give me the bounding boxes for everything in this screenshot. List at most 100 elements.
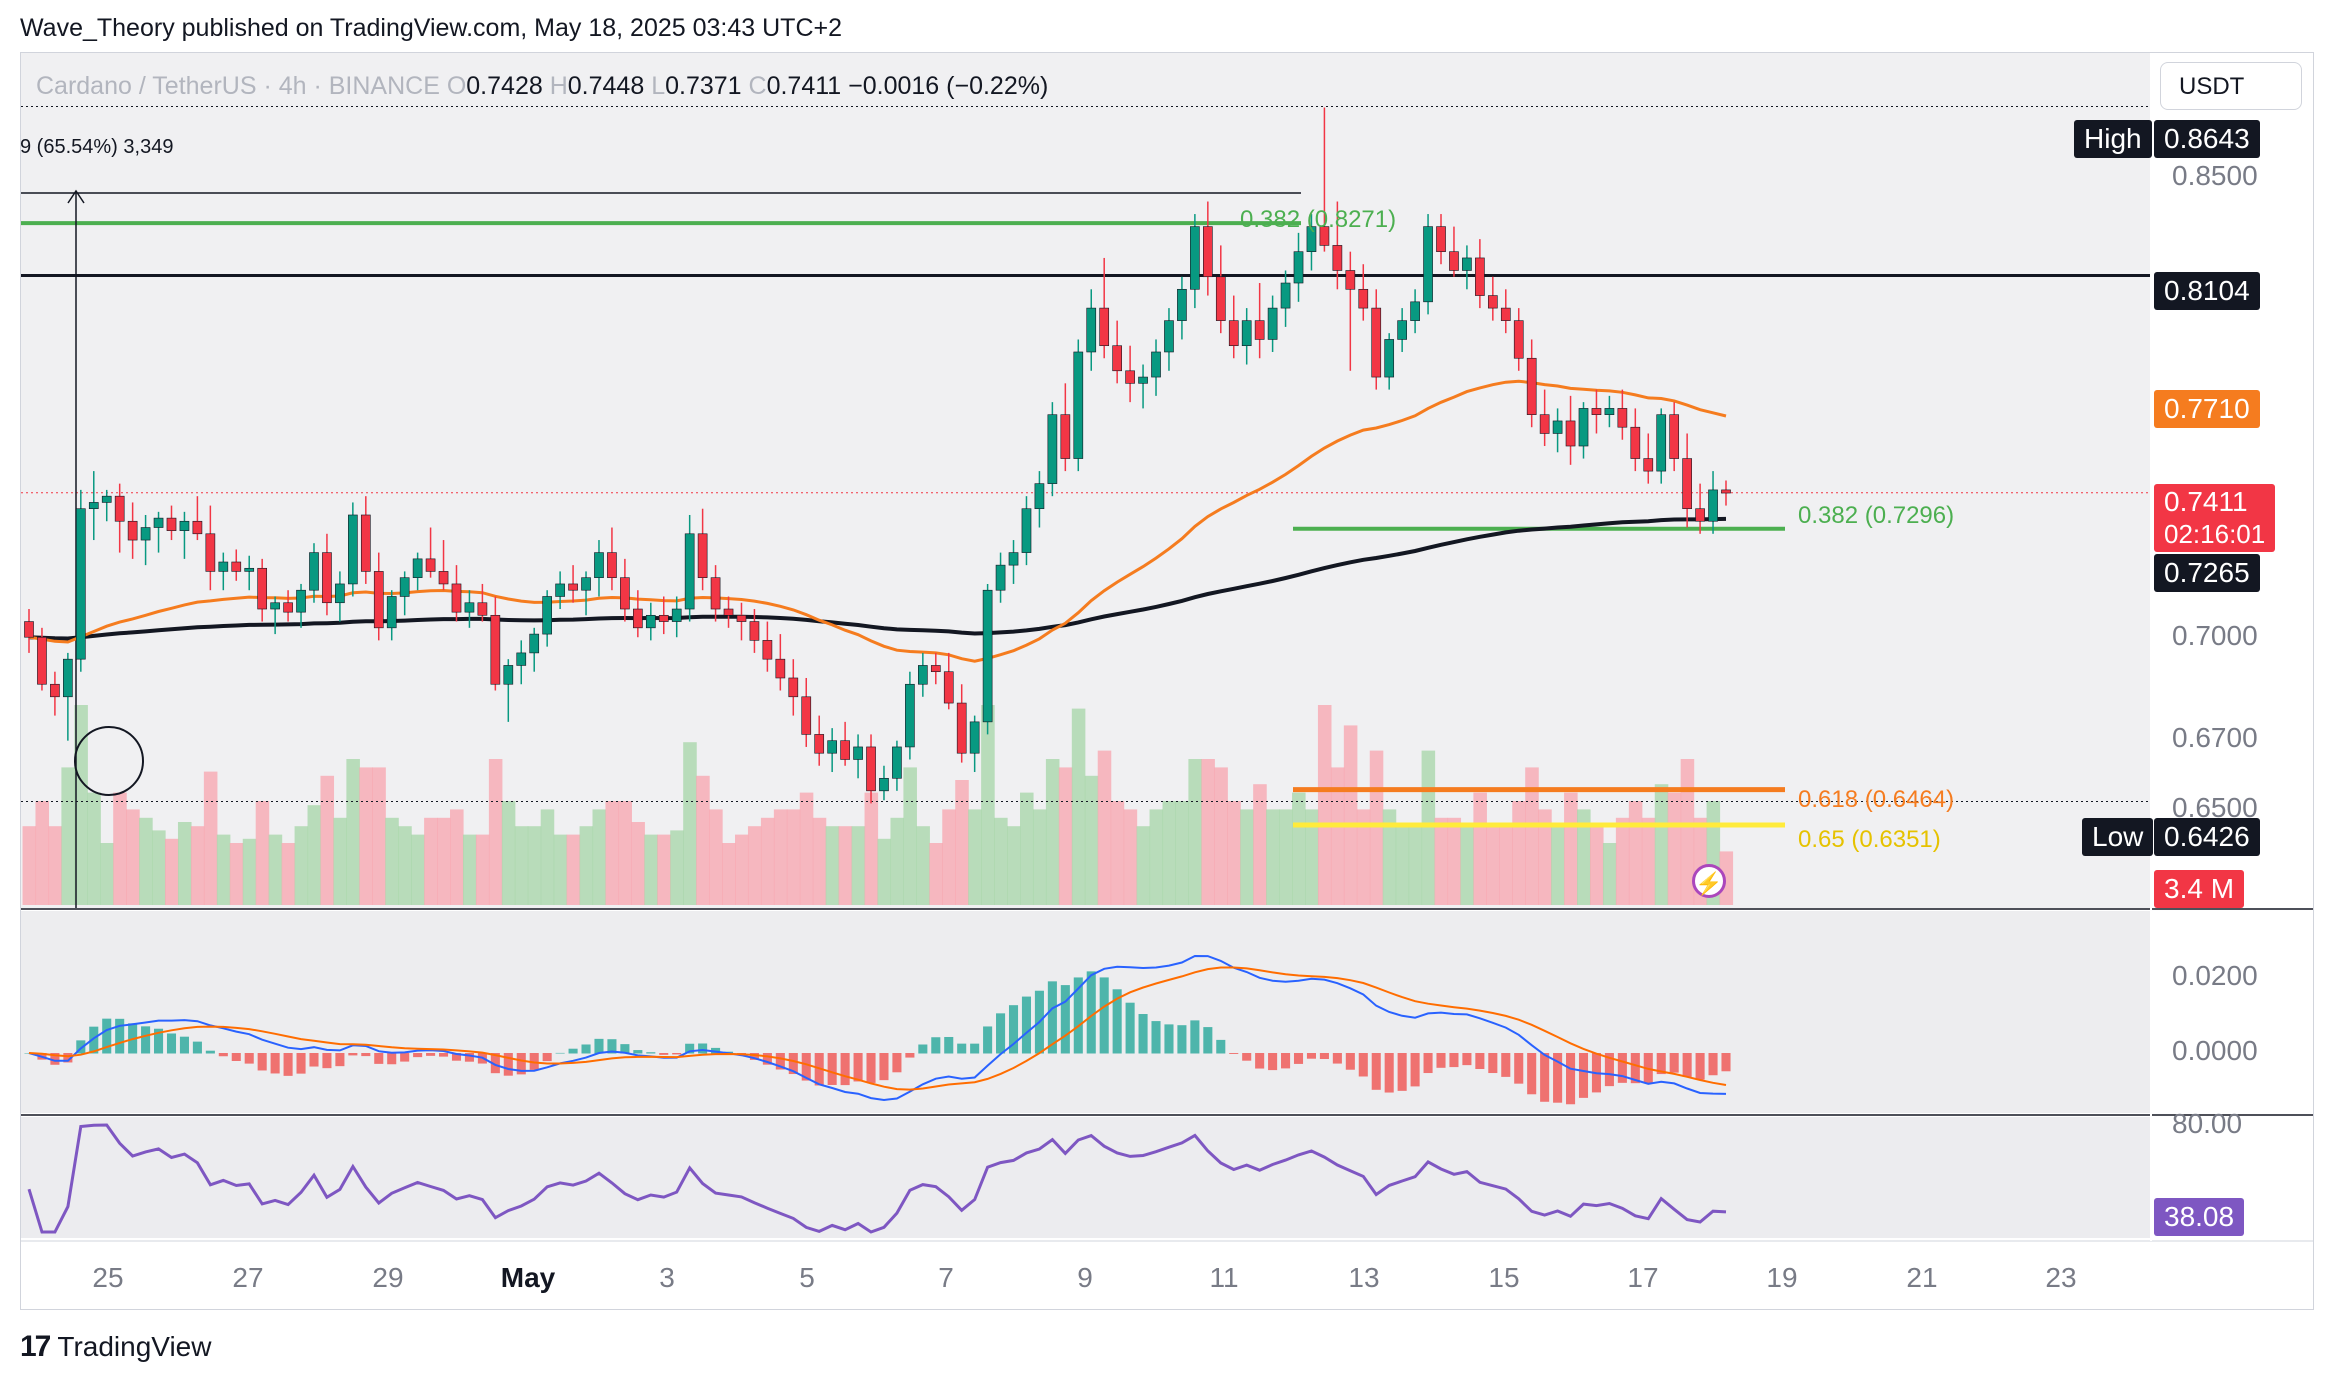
volume-bar (1188, 759, 1202, 905)
macd-histogram-bar (1293, 1053, 1304, 1064)
macd-histogram-bar (1721, 1053, 1731, 1072)
chart-canvas[interactable] (21, 53, 2313, 1309)
tradingview-footer[interactable]: 17 TradingView (20, 1330, 211, 1364)
volume-bar (657, 834, 671, 905)
candle-body (1202, 226, 1213, 278)
macd-histogram-bar (581, 1044, 591, 1054)
macd-histogram-bar (1099, 977, 1109, 1054)
volume-bar (424, 817, 438, 905)
macd-histogram-bar (102, 1018, 112, 1054)
macd-histogram-bar (244, 1053, 254, 1064)
volume-bar (320, 775, 335, 905)
candle-body (1241, 320, 1252, 347)
macd-histogram-bar (1410, 1053, 1420, 1087)
macd-histogram-bar (1306, 1053, 1316, 1059)
macd-histogram-bar (1073, 977, 1083, 1054)
low-tag-label: Low (2082, 818, 2154, 856)
macd-histogram-bar (1060, 985, 1070, 1054)
macd-histogram-bar (1553, 1053, 1563, 1103)
macd-histogram-bar (516, 1053, 526, 1075)
low-label: L (651, 72, 666, 100)
volume-bar (1512, 801, 1526, 905)
macd-histogram-bar (1669, 1053, 1679, 1073)
high-tag-label: High (2074, 120, 2152, 158)
high-tag-value: 0.8643 (2154, 120, 2260, 158)
candle-body (516, 652, 527, 666)
macd-histogram-bar (361, 1053, 371, 1057)
macd-histogram-bar (1617, 1053, 1627, 1083)
volume-bar (579, 826, 594, 905)
volume-bar (1667, 792, 1682, 905)
candle-body (879, 777, 889, 792)
bar-countdown: 02:16:01 (2164, 519, 2266, 549)
macd-histogram-bar (957, 1043, 967, 1054)
volume-bar (1227, 801, 1241, 905)
volume-bar (877, 838, 892, 905)
candle-body (1047, 414, 1058, 484)
ema-short-tag: 0.7710 (2154, 390, 2260, 428)
candle-body (568, 583, 578, 591)
volume-bar (1641, 817, 1656, 905)
volume-bar (838, 826, 853, 905)
candle-body (37, 636, 47, 685)
currency-button[interactable]: USDT (2160, 62, 2302, 110)
volume-bar (670, 830, 684, 905)
candle-body (1526, 357, 1537, 415)
ema-long-tag: 0.7265 (2154, 554, 2260, 592)
volume-bar (1110, 801, 1125, 905)
candle-body (1487, 295, 1498, 309)
macd-histogram-bar (1578, 1053, 1589, 1098)
volume-tag: 3.4 M (2154, 870, 2245, 908)
macd-histogram-bar (464, 1053, 474, 1062)
volume-bar (501, 801, 516, 905)
macd-pane-bg (21, 911, 2151, 1113)
macd-histogram-bar (1630, 1053, 1640, 1084)
candle-body (1669, 414, 1680, 459)
volume-bar (1201, 759, 1215, 905)
volume-bar (1447, 817, 1462, 905)
macd-histogram-bar (154, 1028, 164, 1054)
macd-histogram-bar (166, 1033, 177, 1054)
candle-body (1397, 320, 1407, 340)
tradingview-logo-icon: 17 (20, 1330, 51, 1363)
candle-body (386, 596, 397, 629)
volume-bar (1369, 750, 1384, 905)
candle-body (840, 740, 850, 760)
time-axis-label: 19 (1766, 1262, 1798, 1293)
macd-histogram-bar (1255, 1053, 1265, 1069)
volume-bar (1577, 809, 1591, 905)
candle-body (1591, 408, 1602, 415)
candle-body (1708, 489, 1718, 522)
macd-histogram-bar (1151, 1021, 1161, 1054)
volume-bar (87, 792, 101, 905)
macd-histogram-bar (931, 1037, 941, 1054)
volume-bar (942, 809, 956, 905)
volume-bar (605, 801, 620, 905)
volume-bar (1499, 826, 1513, 905)
candle-body (179, 520, 190, 531)
candle-body (1112, 345, 1122, 372)
macd-histogram-bar (1268, 1053, 1278, 1071)
volume-bar (1628, 801, 1643, 905)
macd-histogram-bar (1112, 989, 1122, 1054)
chart-panel[interactable] (20, 52, 2314, 1310)
candle-body (788, 677, 799, 698)
macd-histogram-bar (1047, 981, 1057, 1054)
lightning-icon[interactable]: ⚡ (1692, 864, 1726, 898)
macd-histogram-bar (1695, 1053, 1705, 1080)
time-axis-label: 7 (938, 1262, 954, 1293)
volume-bar (1084, 775, 1099, 905)
volume-bar (566, 834, 581, 905)
volume-bar (411, 834, 425, 905)
resistance-tag: 0.8104 (2154, 272, 2260, 310)
volume-bar (696, 775, 710, 905)
volume-bar (1162, 801, 1177, 905)
rsi-axis-label: 80.00 (2172, 1108, 2243, 1139)
candle-body (1358, 288, 1369, 309)
candle-body (101, 495, 112, 503)
volume-bar (1525, 767, 1539, 905)
volume-bar (139, 817, 153, 905)
macd-histogram-bar (1216, 1039, 1226, 1054)
open-label: O (446, 72, 467, 100)
time-axis-label: 27 (232, 1262, 264, 1293)
